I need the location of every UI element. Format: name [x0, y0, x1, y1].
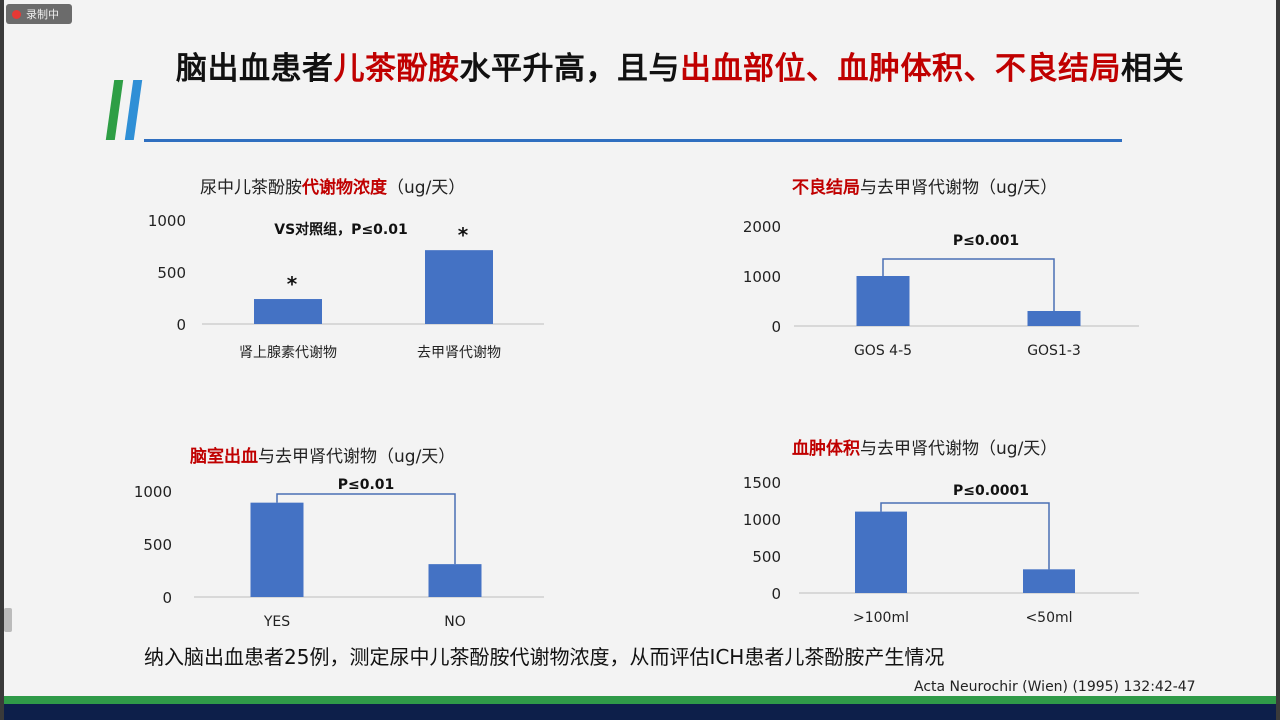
- category-label: NO: [444, 614, 466, 630]
- significance-marker: *: [458, 223, 469, 247]
- y-tick-label: 0: [771, 585, 781, 603]
- recording-badge[interactable]: 录制中: [6, 4, 72, 24]
- chart-title-part: 与去甲肾代谢物（ug/天）: [860, 178, 1057, 198]
- bar: [855, 511, 907, 593]
- bar: [1023, 569, 1075, 593]
- bar: [254, 299, 322, 324]
- y-tick-label: 1500: [743, 474, 781, 492]
- bar: [1027, 311, 1081, 326]
- recording-label: 录制中: [26, 8, 59, 21]
- category-label: 肾上腺素代谢物: [239, 345, 337, 361]
- title-segment: 相关: [1121, 51, 1184, 87]
- y-tick-label: 0: [162, 589, 172, 607]
- charts-canvas: 尿中儿茶酚胺代谢物浓度（ug/天） 0 500 1000 肾上腺素代谢物 * 去甲肾代谢物 *…: [134, 177, 1139, 630]
- bar: [425, 250, 493, 324]
- y-tick-label: 500: [143, 536, 172, 554]
- category-label: GOS1-3: [1027, 343, 1081, 359]
- y-tick-label: 500: [157, 264, 186, 282]
- record-icon: [12, 9, 21, 19]
- chart-title-part: 与去甲肾代谢物（ug/天）: [860, 439, 1057, 459]
- slide: 录制中 脑出血患者儿茶酚胺水平升高，且与出血部位、血肿体积、不良结局相关 尿中儿…: [4, 0, 1276, 720]
- chart-title: 血肿体积与去甲肾代谢物（ug/天）: [792, 438, 1057, 459]
- significance-bracket: [882, 258, 1055, 311]
- p-value-annotation: VS对照组，P≤0.01: [274, 221, 407, 238]
- title-segment: 脑出血患者: [176, 51, 334, 87]
- y-tick-label: 500: [752, 548, 781, 566]
- footer-band-green: [4, 696, 1276, 704]
- slide-title: 脑出血患者儿茶酚胺水平升高，且与出血部位、血肿体积、不良结局相关: [176, 46, 1196, 92]
- chart-title-part: （ug/天）: [387, 178, 465, 198]
- y-tick-label: 1000: [148, 212, 186, 230]
- citation: Acta Neurochir (Wien) (1995) 132:42-47: [914, 679, 1196, 695]
- y-tick-label: 1000: [743, 511, 781, 529]
- y-tick-label: 0: [771, 318, 781, 336]
- chart-title-part: 脑室出血: [190, 446, 258, 467]
- category-label: 去甲肾代谢物: [417, 345, 501, 361]
- footer-band-navy: [4, 704, 1276, 720]
- p-value-annotation: P≤0.001: [953, 233, 1019, 249]
- y-tick-label: 2000: [743, 218, 781, 236]
- p-value-annotation: P≤0.01: [338, 477, 395, 493]
- category-label: GOS 4-5: [854, 343, 912, 359]
- title-rule: [144, 139, 1122, 142]
- title-segment: 儿茶酚胺: [333, 51, 460, 87]
- bar: [250, 502, 304, 597]
- chart-title-part: 不良结局: [792, 177, 860, 198]
- side-handle[interactable]: [4, 608, 12, 632]
- chart-title-part: 尿中儿茶酚胺: [200, 178, 302, 198]
- y-tick-label: 1000: [134, 483, 172, 501]
- category-label: YES: [263, 614, 290, 630]
- significance-marker: *: [287, 272, 298, 296]
- chart-title-part: 与去甲肾代谢物（ug/天）: [258, 447, 455, 467]
- chart-title: 不良结局与去甲肾代谢物（ug/天）: [792, 177, 1057, 198]
- chart-title: 尿中儿茶酚胺代谢物浓度（ug/天）: [200, 177, 465, 198]
- footer-note: 纳入脑出血患者25例，测定尿中儿茶酚胺代谢物浓度，从而评估ICH患者儿茶酚胺产生…: [144, 645, 945, 669]
- y-tick-label: 1000: [743, 268, 781, 286]
- title-segment: 水平升高，且与: [459, 51, 680, 87]
- bar: [428, 564, 482, 597]
- p-value-annotation: P≤0.0001: [953, 483, 1029, 499]
- chart-title: 脑室出血与去甲肾代谢物（ug/天）: [190, 446, 455, 467]
- chart-title-part: 血肿体积: [792, 438, 860, 459]
- category-label: >100ml: [853, 610, 909, 626]
- title-segment: 出血部位、血肿体积、不良结局: [680, 51, 1121, 87]
- significance-bracket: [276, 493, 456, 565]
- chart-title-part: 代谢物浓度: [301, 177, 388, 198]
- significance-bracket: [880, 502, 1050, 570]
- y-tick-label: 0: [176, 316, 186, 334]
- category-label: <50ml: [1025, 610, 1072, 626]
- bar: [856, 276, 910, 326]
